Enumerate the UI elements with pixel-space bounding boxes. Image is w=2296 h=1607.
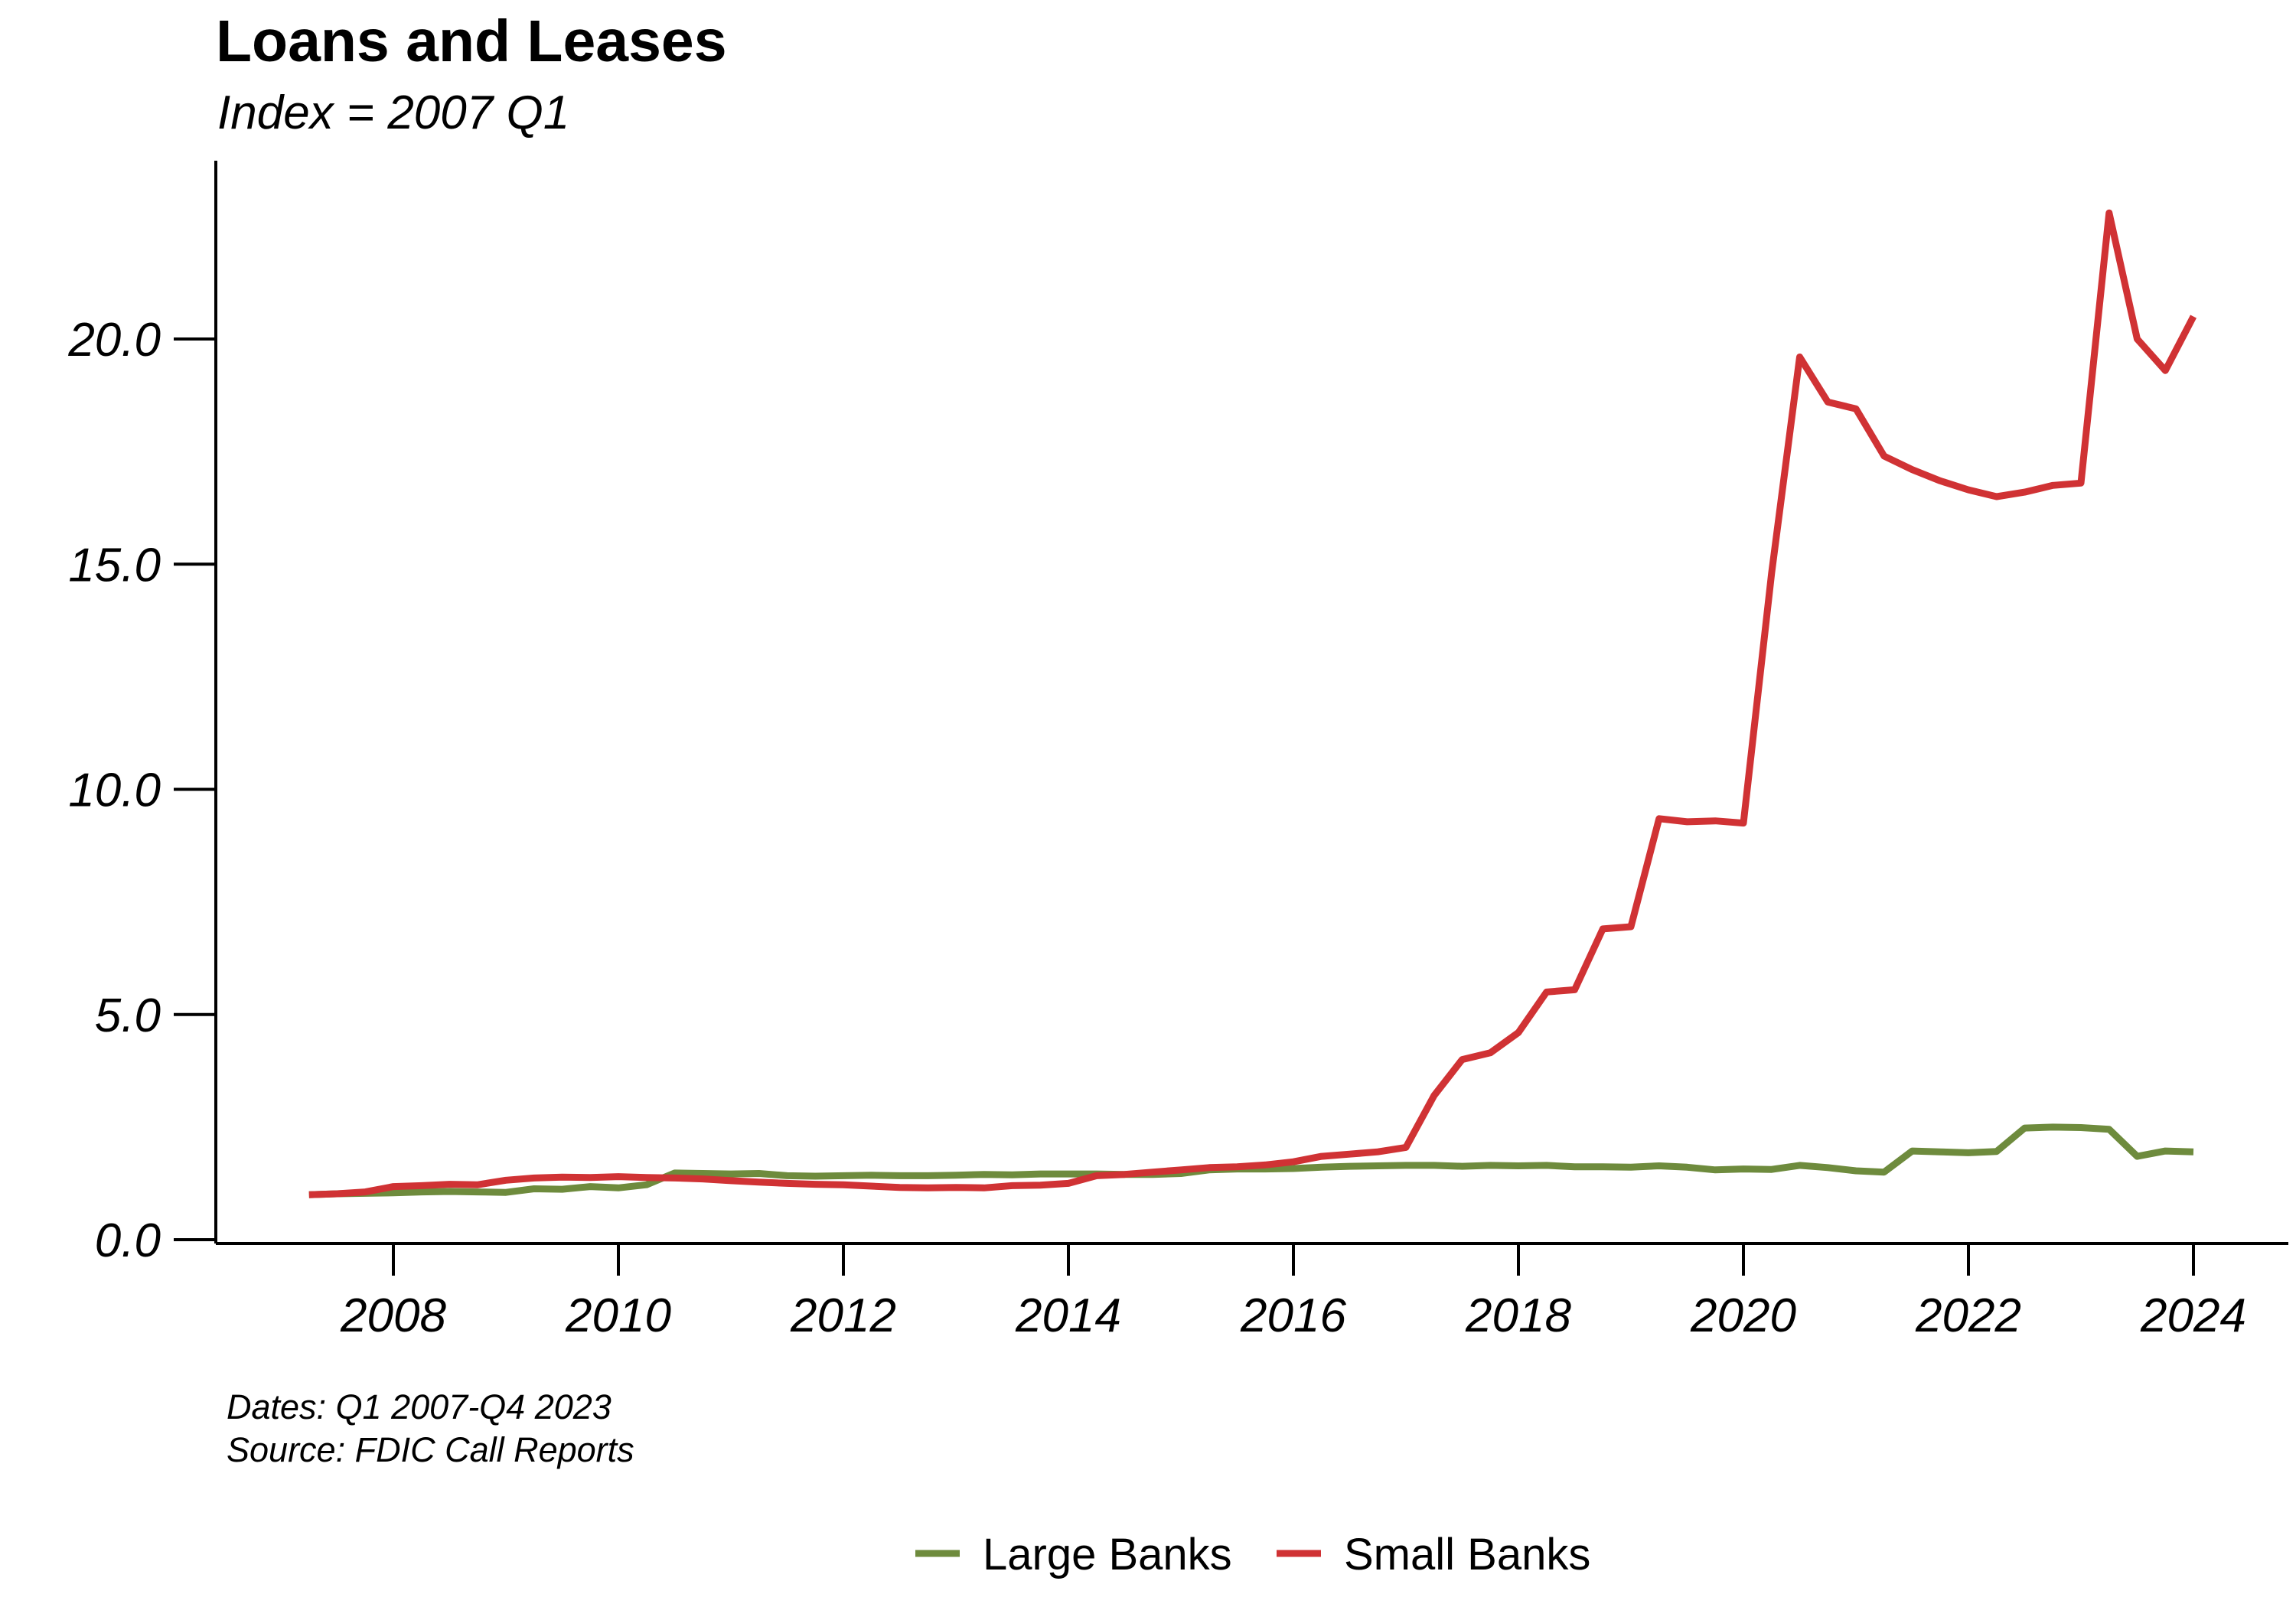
legend-label-large-banks: Large Banks [983,1530,1232,1579]
x-tick-label: 2008 [340,1289,446,1342]
x-tick-label: 2010 [565,1289,671,1342]
caption-dates: Dates: Q1 2007-Q4 2023 [227,1387,612,1426]
caption-source: Source: FDIC Call Reports [227,1430,634,1469]
x-tick-label: 2016 [1240,1289,1346,1342]
x-tick-label: 2018 [1465,1289,1571,1342]
x-axis-ticks: 2008 2010 2012 2014 2016 2018 2020 2022 2024 [340,1244,2246,1342]
chart-subtitle: Index = 2007 Q1 [217,86,569,139]
series-layer [308,209,2197,1198]
x-tick-label: 2024 [2140,1289,2246,1342]
y-tick-label: 15.0 [68,539,161,592]
axes [214,161,2288,1245]
chart-title: Loans and Leases [216,8,727,74]
x-tick-label: 2022 [1915,1289,2021,1342]
x-tick-label: 2012 [790,1289,896,1342]
x-tick-label: 2014 [1015,1289,1121,1342]
y-axis-ticks: 0.0 5.0 10.0 15.0 20.0 [67,314,216,1267]
y-tick-label: 5.0 [95,989,161,1042]
series-line-large-banks [308,1123,2194,1198]
legend-label-small-banks: Small Banks [1344,1530,1590,1579]
legend: Large Banks Small Banks [915,1530,1590,1579]
x-tick-label: 2020 [1690,1289,1796,1342]
series-line-small-banks [308,209,2197,1198]
y-tick-label: 0.0 [95,1214,161,1267]
y-tick-label: 20.0 [67,314,161,367]
y-tick-label: 10.0 [68,764,161,817]
